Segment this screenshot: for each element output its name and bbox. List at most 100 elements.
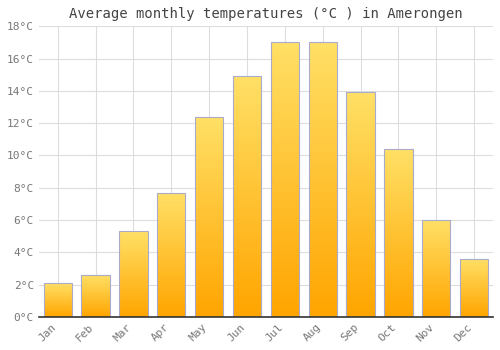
Bar xyxy=(346,210,375,211)
Bar xyxy=(157,201,186,202)
Bar xyxy=(195,140,224,141)
Bar xyxy=(195,206,224,207)
Bar xyxy=(270,148,299,149)
Bar xyxy=(384,263,412,264)
Bar xyxy=(346,304,375,306)
Bar xyxy=(308,148,337,149)
Bar xyxy=(384,187,412,188)
Bar xyxy=(195,272,224,273)
Bar xyxy=(157,221,186,222)
Bar xyxy=(422,252,450,253)
Bar xyxy=(233,150,261,151)
Bar xyxy=(346,189,375,190)
Bar xyxy=(195,210,224,211)
Bar xyxy=(233,263,261,264)
Bar xyxy=(233,138,261,139)
Bar xyxy=(346,236,375,237)
Bar xyxy=(308,219,337,221)
Bar xyxy=(308,85,337,86)
Bar xyxy=(270,226,299,228)
Bar xyxy=(422,247,450,248)
Bar xyxy=(157,222,186,223)
Bar xyxy=(195,134,224,135)
Bar xyxy=(157,238,186,239)
Bar xyxy=(270,178,299,180)
Bar xyxy=(157,292,186,293)
Bar xyxy=(233,316,261,317)
Bar xyxy=(270,67,299,69)
Bar xyxy=(308,206,337,207)
Bar xyxy=(346,314,375,315)
Bar xyxy=(308,74,337,75)
Bar xyxy=(384,186,412,187)
Bar xyxy=(422,220,450,317)
Bar xyxy=(157,206,186,207)
Bar xyxy=(346,233,375,234)
Bar xyxy=(270,306,299,307)
Bar xyxy=(157,286,186,287)
Bar xyxy=(270,106,299,107)
Bar xyxy=(270,177,299,178)
Bar xyxy=(233,123,261,124)
Bar xyxy=(308,154,337,155)
Bar xyxy=(270,207,299,208)
Bar xyxy=(233,76,261,317)
Bar xyxy=(384,247,412,248)
Bar xyxy=(195,130,224,131)
Bar xyxy=(308,44,337,45)
Bar xyxy=(233,183,261,184)
Bar xyxy=(270,51,299,52)
Bar xyxy=(157,255,186,256)
Bar xyxy=(233,161,261,162)
Bar xyxy=(308,276,337,277)
Bar xyxy=(195,198,224,199)
Bar xyxy=(308,202,337,203)
Bar xyxy=(384,202,412,203)
Bar xyxy=(195,163,224,164)
Bar xyxy=(157,275,186,276)
Bar xyxy=(346,225,375,226)
Bar xyxy=(384,296,412,297)
Bar xyxy=(422,277,450,278)
Bar xyxy=(308,166,337,167)
Bar xyxy=(195,125,224,126)
Bar xyxy=(270,62,299,63)
Bar xyxy=(233,79,261,80)
Bar xyxy=(270,156,299,158)
Bar xyxy=(422,292,450,293)
Bar xyxy=(119,301,148,302)
Bar xyxy=(270,85,299,86)
Bar xyxy=(308,296,337,297)
Bar xyxy=(384,250,412,251)
Bar xyxy=(346,196,375,197)
Bar xyxy=(308,167,337,169)
Bar xyxy=(270,92,299,93)
Bar xyxy=(157,244,186,245)
Bar xyxy=(346,179,375,180)
Bar xyxy=(195,144,224,145)
Bar xyxy=(195,228,224,229)
Bar xyxy=(233,157,261,158)
Bar xyxy=(270,218,299,219)
Bar xyxy=(119,276,148,277)
Bar xyxy=(384,316,412,317)
Bar xyxy=(308,84,337,85)
Bar xyxy=(195,221,224,222)
Bar xyxy=(308,252,337,254)
Bar xyxy=(346,121,375,123)
Bar xyxy=(308,306,337,307)
Bar xyxy=(157,249,186,250)
Bar xyxy=(308,287,337,288)
Bar xyxy=(195,121,224,122)
Title: Average monthly temperatures (°C ) in Amerongen: Average monthly temperatures (°C ) in Am… xyxy=(69,7,462,21)
Bar xyxy=(195,175,224,176)
Bar xyxy=(119,245,148,246)
Bar xyxy=(157,312,186,313)
Bar xyxy=(195,133,224,134)
Bar xyxy=(233,84,261,85)
Bar xyxy=(233,267,261,269)
Bar xyxy=(422,304,450,305)
Bar xyxy=(308,245,337,247)
Bar xyxy=(384,288,412,289)
Bar xyxy=(233,115,261,116)
